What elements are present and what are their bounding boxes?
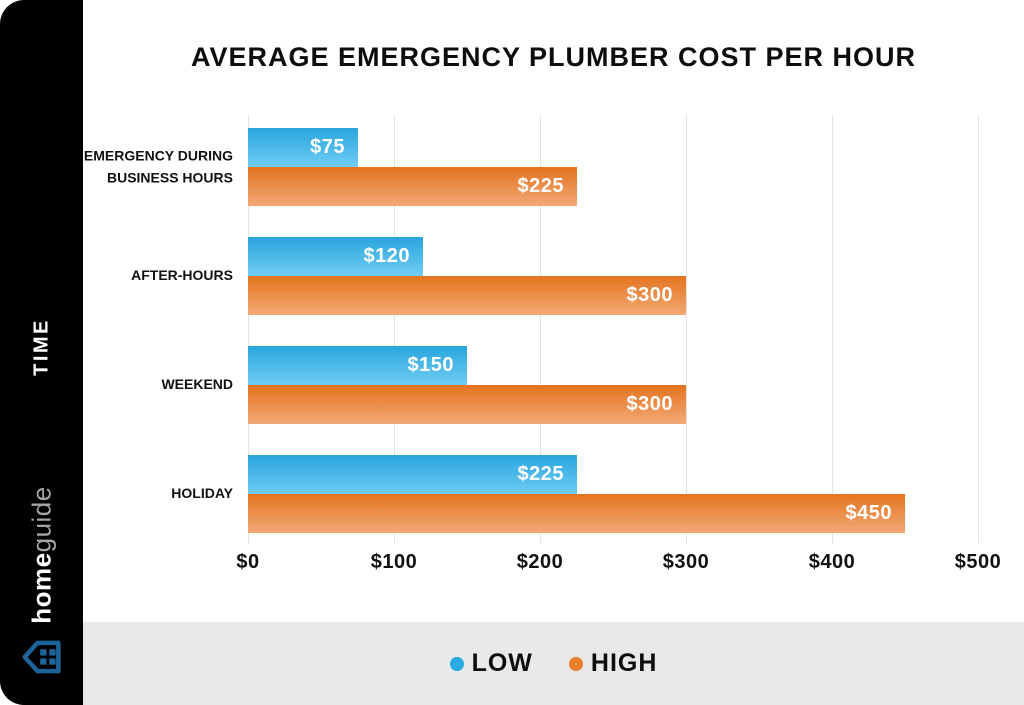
x-tick: $100 — [370, 551, 418, 573]
legend-bar: LOW HIGH — [83, 622, 1024, 705]
logo-text-home: home — [26, 552, 56, 624]
bar-low-3: $225 — [248, 455, 577, 494]
bar-value-label: $300 — [626, 284, 673, 306]
legend-dot-high — [568, 656, 583, 671]
house-icon — [21, 640, 61, 674]
bar-value-label: $150 — [407, 354, 454, 376]
sidebar: TIME homeguide — [0, 0, 83, 705]
legend-item-low: LOW — [449, 649, 533, 678]
legend: LOW HIGH — [449, 649, 658, 678]
category-label: WEEKEND — [161, 376, 233, 393]
logo-text-guide: guide — [26, 486, 56, 553]
y-axis-title: TIME — [30, 318, 52, 376]
plot-area: $75 $225 $120 $300 $150 $300 $225 $450 — [248, 115, 979, 543]
gridline — [832, 115, 833, 543]
chart-panel: AVERAGE EMERGENCY PLUMBER COST PER HOUR … — [83, 0, 1024, 705]
category-label: AFTER-HOURS — [131, 267, 233, 284]
homeguide-logo: homeguide — [26, 486, 57, 623]
bar-low-2: $150 — [248, 346, 467, 385]
gridline — [248, 115, 249, 543]
legend-dot-low — [449, 656, 464, 671]
x-tick: $400 — [808, 551, 856, 573]
category-label: EMERGENCY DURING BUSINESS HOURS — [83, 147, 233, 185]
x-tick: $0 — [236, 551, 260, 573]
bar-value-label: $450 — [845, 502, 892, 524]
bar-high-1: $300 — [248, 276, 686, 315]
bar-low-1: $120 — [248, 237, 423, 276]
bar-value-label: $120 — [363, 245, 410, 267]
x-tick: $500 — [954, 551, 1002, 573]
gridline — [394, 115, 395, 543]
bar-high-3: $450 — [248, 494, 905, 533]
legend-item-high: HIGH — [568, 649, 658, 678]
gridline — [686, 115, 687, 543]
bar-value-label: $75 — [310, 136, 345, 158]
bar-value-label: $300 — [626, 393, 673, 415]
legend-label-high: HIGH — [590, 649, 658, 677]
x-tick: $200 — [516, 551, 564, 573]
bar-high-0: $225 — [248, 167, 577, 206]
gridline — [978, 115, 979, 543]
bar-high-2: $300 — [248, 385, 686, 424]
bar-value-label: $225 — [517, 463, 564, 485]
legend-label-low: LOW — [471, 649, 533, 677]
x-tick: $300 — [662, 551, 710, 573]
gridline — [540, 115, 541, 543]
bar-low-0: $75 — [248, 128, 358, 167]
category-label: HOLIDAY — [171, 485, 233, 502]
chart-title: AVERAGE EMERGENCY PLUMBER COST PER HOUR — [190, 42, 917, 72]
bar-value-label: $225 — [517, 175, 564, 197]
